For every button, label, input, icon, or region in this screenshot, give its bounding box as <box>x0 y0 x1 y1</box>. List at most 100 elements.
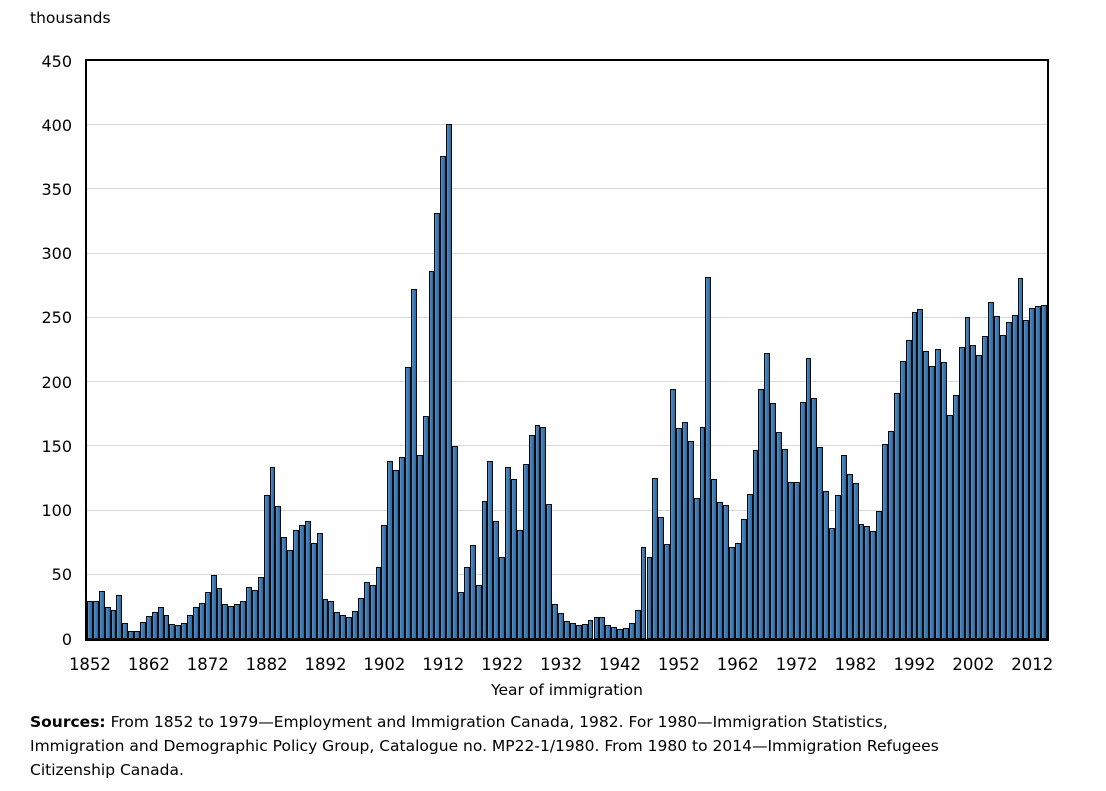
bar <box>634 609 641 639</box>
bar <box>399 457 406 639</box>
bar <box>569 622 576 639</box>
bar <box>723 505 729 639</box>
bar <box>175 625 182 639</box>
bar <box>157 607 164 639</box>
bar <box>887 431 894 639</box>
bar <box>758 388 765 639</box>
x-tick-label: 1982 <box>834 655 877 674</box>
bar <box>599 617 606 639</box>
bar <box>699 427 706 639</box>
bar <box>811 397 818 639</box>
bar <box>558 612 565 639</box>
bar <box>958 346 965 639</box>
bar <box>858 524 865 639</box>
bar <box>593 616 600 639</box>
x-tick-label: 2012 <box>1011 655 1054 674</box>
bar <box>116 595 123 639</box>
bar <box>511 479 517 639</box>
bar <box>658 516 665 639</box>
bar <box>140 621 146 639</box>
bar <box>428 270 435 639</box>
bar <box>764 352 771 639</box>
bar <box>198 603 205 639</box>
bar <box>1011 315 1018 639</box>
y-tick-label: 100 <box>41 501 72 521</box>
bar <box>322 599 329 639</box>
bar <box>917 309 924 639</box>
bar <box>611 627 618 639</box>
x-tick-label: 1862 <box>127 655 170 674</box>
x-tick-label: 1952 <box>657 655 700 674</box>
bar <box>746 494 753 639</box>
bar <box>834 495 841 639</box>
bar <box>929 365 936 639</box>
bar <box>876 511 883 639</box>
bar <box>605 624 612 639</box>
bar <box>151 612 158 639</box>
bar <box>681 422 688 639</box>
bar <box>128 630 135 639</box>
x-tick-label: 2002 <box>952 655 995 674</box>
bar <box>1035 306 1042 639</box>
bar <box>564 620 570 639</box>
bar <box>110 609 117 639</box>
bar <box>787 482 794 639</box>
bar <box>369 585 376 639</box>
y-axis-units-label: thousands <box>30 9 111 27</box>
bar <box>664 544 671 639</box>
gridline <box>87 381 1047 383</box>
bar <box>104 606 111 639</box>
bar <box>999 334 1006 639</box>
bar <box>193 607 199 639</box>
bar <box>410 289 417 639</box>
y-tick-label: 50 <box>51 565 72 585</box>
bar <box>516 529 523 639</box>
bar <box>776 431 782 639</box>
bar <box>263 494 270 639</box>
bar <box>328 600 335 639</box>
bar <box>340 614 347 639</box>
bar <box>528 434 535 639</box>
bar <box>534 424 541 639</box>
sources-text: From 1852 to 1979—Employment and Immigra… <box>30 713 939 779</box>
bar <box>675 427 682 639</box>
x-tick-label: 1852 <box>68 655 111 674</box>
y-tick-label: 250 <box>41 308 72 328</box>
x-tick-label: 1912 <box>422 655 465 674</box>
bar <box>823 491 830 639</box>
bar <box>935 348 941 639</box>
gridline <box>87 509 1047 511</box>
bar <box>829 528 835 639</box>
bar <box>693 497 700 639</box>
bar <box>381 524 388 639</box>
bar <box>988 302 994 639</box>
bar <box>652 477 659 639</box>
bar <box>469 545 476 639</box>
bar <box>481 500 488 639</box>
bar <box>552 603 559 639</box>
bar <box>287 550 294 639</box>
bar <box>246 586 252 639</box>
bar <box>275 505 282 639</box>
bar <box>793 482 800 639</box>
bar <box>281 537 288 639</box>
y-tick-label: 300 <box>41 244 72 264</box>
bar <box>540 427 547 639</box>
bar <box>452 445 459 639</box>
bar <box>728 546 735 639</box>
bar <box>310 542 317 639</box>
bar <box>970 344 977 639</box>
x-tick-label: 1872 <box>186 655 229 674</box>
x-axis-title: Year of immigration <box>491 681 643 699</box>
bar <box>257 577 264 639</box>
bar <box>840 455 847 639</box>
bar <box>352 611 358 639</box>
bar <box>387 460 394 639</box>
bar <box>905 339 912 639</box>
bar <box>670 389 676 639</box>
bar <box>422 415 429 639</box>
bar <box>711 478 718 639</box>
bar <box>87 601 93 639</box>
bar <box>222 603 229 639</box>
bar <box>952 394 959 639</box>
